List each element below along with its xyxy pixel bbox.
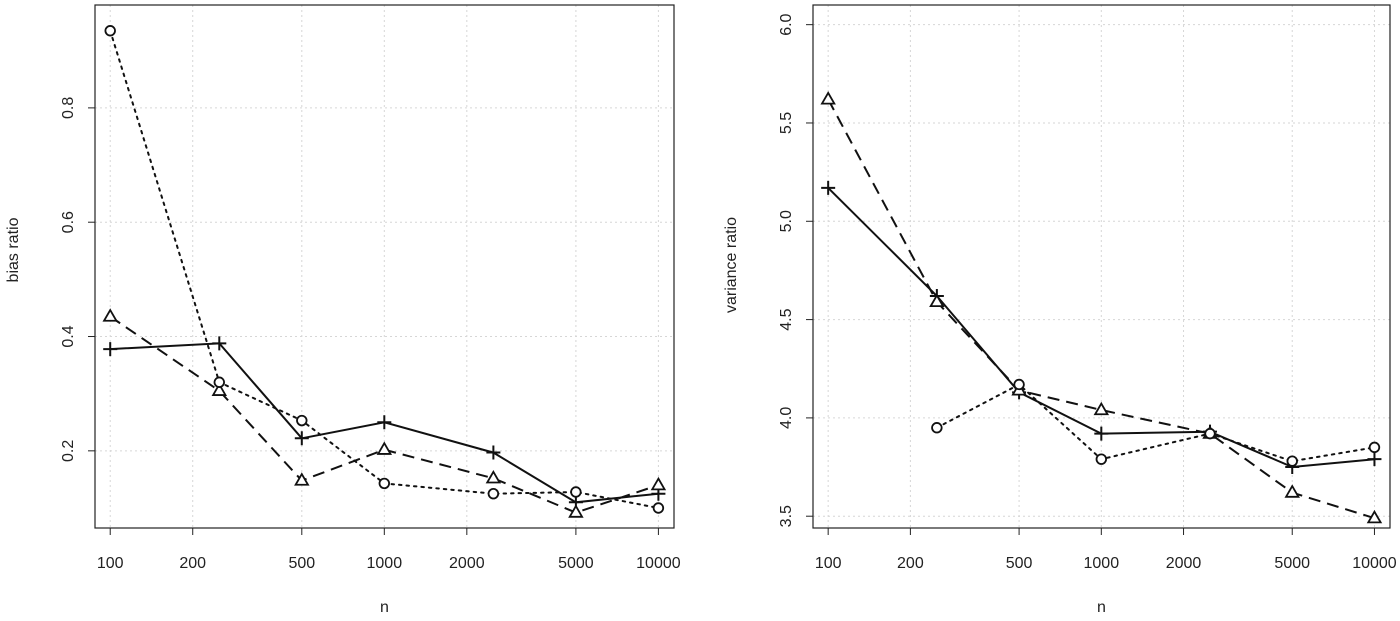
x-tick-label: 10000: [636, 555, 681, 572]
grid: [95, 5, 674, 528]
data-point-triangle: [650, 476, 667, 491]
y-tick-label: 5.0: [778, 210, 795, 232]
x-tick-label: 10000: [1352, 555, 1397, 572]
series-line: [935, 383, 1376, 463]
x-axis-title: n: [380, 599, 389, 616]
data-point-plus: [103, 342, 118, 357]
data-point-circle: [378, 477, 391, 490]
y-tick-label: 0.4: [60, 325, 77, 347]
y-tick-label: 3.5: [778, 505, 795, 527]
series-circle: [931, 378, 1381, 467]
data-point-circle: [296, 414, 308, 427]
x-tick-label: 100: [97, 555, 124, 572]
x-tick-label: 500: [288, 555, 315, 572]
y-tick-label: 6.0: [778, 13, 795, 35]
y-tick-label: 0.2: [60, 440, 77, 462]
data-point-triangle: [485, 469, 502, 484]
series-plus: [821, 180, 1382, 475]
bias-ratio-chart: 100 200 500 1000 2000 5000 10000 0.2 0.4 0.6 0.8 n b…: [5, 4, 681, 616]
data-point-triangle: [1093, 401, 1110, 416]
y-tick-label: 0.6: [60, 211, 77, 233]
data-point-triangle: [294, 472, 310, 486]
data-point-triangle: [929, 293, 945, 308]
data-point-circle: [213, 376, 225, 388]
data-point-plus: [294, 431, 309, 446]
data-point-plus: [821, 180, 836, 195]
data-point-plus: [212, 336, 227, 351]
data-point-circle: [104, 25, 116, 37]
y-tick-label: 4.0: [778, 407, 795, 429]
data-point-triangle: [376, 441, 393, 455]
x-tick-label: 2000: [449, 555, 485, 572]
y-axis-title: bias ratio: [5, 217, 22, 282]
y-tick-label: 5.5: [778, 112, 795, 134]
data-point-circle: [1368, 441, 1381, 454]
data-point-triangle: [1284, 484, 1300, 498]
series-circle: [104, 25, 665, 514]
data-point-plus: [1367, 452, 1382, 467]
x-tick-label: 5000: [558, 555, 594, 572]
data-point-circle: [570, 486, 582, 498]
data-point-circle: [1095, 453, 1108, 465]
data-point-plus: [486, 445, 501, 460]
data-point-circle: [931, 422, 943, 434]
data-point-triangle: [820, 91, 836, 105]
y-tick-label: 0.8: [60, 97, 77, 119]
data-point-triangle: [211, 382, 228, 396]
x-tick-label: 2000: [1166, 555, 1202, 572]
x-tick-label: 1000: [367, 555, 403, 572]
data-point-circle: [487, 488, 500, 500]
data-point-plus: [1094, 426, 1109, 441]
data-point-plus: [377, 415, 392, 430]
data-point-triangle: [102, 308, 118, 322]
x-tick-label: 500: [1006, 555, 1033, 572]
x-tick-label: 5000: [1274, 555, 1310, 572]
y-tick-label: 4.5: [778, 308, 795, 330]
x-axis-title: n: [1097, 599, 1106, 616]
x-tick-label: 100: [815, 555, 842, 572]
data-point-circle: [652, 502, 665, 514]
data-point-circle: [1204, 427, 1216, 440]
y-axis-title: variance ratio: [723, 217, 740, 313]
data-point-circle: [1013, 378, 1025, 391]
data-point-triangle: [1366, 509, 1383, 524]
data-point-triangle: [568, 504, 584, 518]
x-tick-label: 1000: [1084, 555, 1120, 572]
data-point-circle: [1286, 455, 1298, 467]
x-tick-label: 200: [897, 555, 924, 572]
x-tick-label: 200: [179, 555, 206, 572]
grid: [813, 5, 1390, 528]
variance-ratio-chart: 100 200 500 1000 2000 5000 10000 3.5 4.0 4.5 5.0 5.…: [723, 4, 1397, 616]
series-triangle: [102, 308, 667, 518]
